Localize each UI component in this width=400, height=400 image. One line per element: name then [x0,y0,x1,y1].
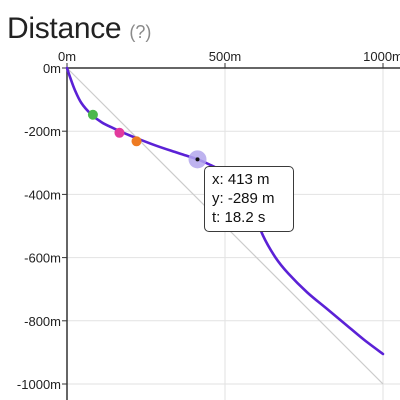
marker-point-0[interactable] [87,109,98,120]
y-tick-label-5: -1000m [17,377,61,392]
page-title: Distance [7,12,122,45]
hover-tooltip: x: 413 m y: -289 m t: 18.2 s [204,166,294,232]
markers-group [87,109,207,169]
tooltip-y: y: -289 m [212,190,275,207]
y-tick-label-0: 0m [43,61,61,76]
y-axis-ticks: 0m -200m -400m -600m -800m -1000m [17,61,67,392]
tooltip-t: t: 18.2 s [212,209,266,226]
x-tick-label-0: 0m [58,49,76,64]
x-tick-label-2: 1000m [363,49,400,64]
tooltip-x: x: 413 m [212,171,270,188]
marker-point-2[interactable] [131,136,142,147]
help-link[interactable]: (?) [129,22,152,42]
x-axis-ticks: 0m 500m 1000m [58,49,400,68]
grid [67,68,400,400]
axes [66,67,400,400]
y-tick-label-3: -600m [24,251,61,266]
y-tick-label-2: -400m [24,187,61,202]
hover-point-dot [195,157,200,162]
y-tick-label-1: -200m [24,124,61,139]
marker-point-1[interactable] [114,127,125,138]
x-tick-label-1: 500m [209,49,242,64]
y-tick-label-4: -800m [24,314,61,329]
chart-title-area: Distance (?) [7,12,151,46]
